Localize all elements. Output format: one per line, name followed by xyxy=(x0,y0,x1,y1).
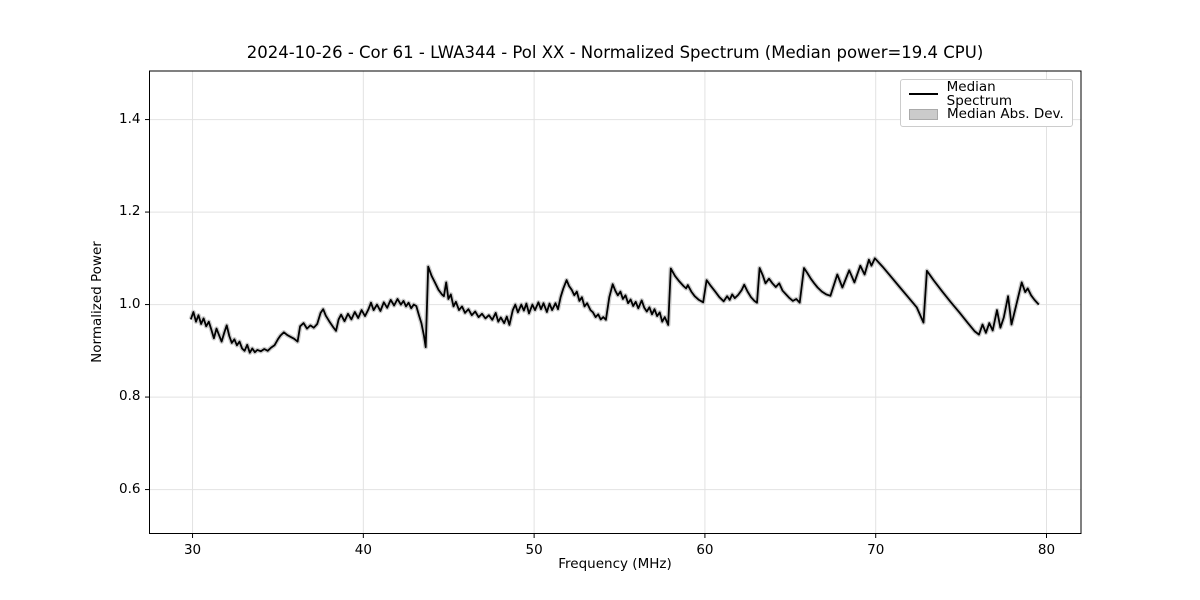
y-tick-label: 1.0 xyxy=(119,295,141,312)
x-axis-label: Frequency (MHz) xyxy=(558,556,672,572)
x-tick-label: 80 xyxy=(1037,541,1056,558)
x-tick-label: 30 xyxy=(183,541,202,558)
y-tick-label: 0.8 xyxy=(119,388,141,405)
y-tick-label: 0.6 xyxy=(119,480,141,497)
legend-label: Median Spectrum xyxy=(946,78,1013,109)
median-abs-dev-patch-swatch xyxy=(909,108,938,120)
median-abs-dev-band xyxy=(188,256,1041,355)
y-tick-label: 1.2 xyxy=(119,203,141,220)
y-tick-label: 1.4 xyxy=(119,110,141,127)
legend-entry-median-abs-dev: Median Abs. Dev. xyxy=(909,106,1064,122)
x-tick-label: 50 xyxy=(525,541,543,558)
median-spectrum-line-swatch xyxy=(909,92,938,95)
axes-spines xyxy=(149,70,1082,534)
legend-entry-median-spectrum: Median Spectrum xyxy=(909,80,1064,108)
x-tick-label: 60 xyxy=(696,541,714,558)
legend-label: Median Abs. Dev. xyxy=(947,106,1064,122)
x-tick-label: 40 xyxy=(354,541,372,558)
legend: Median Spectrum Median Abs. Dev. xyxy=(900,79,1073,127)
median-spectrum-line xyxy=(189,257,1040,354)
x-tick-label: 70 xyxy=(867,541,885,558)
chart-title: 2024-10-26 - Cor 61 - LWA344 - Pol XX - … xyxy=(246,43,984,62)
